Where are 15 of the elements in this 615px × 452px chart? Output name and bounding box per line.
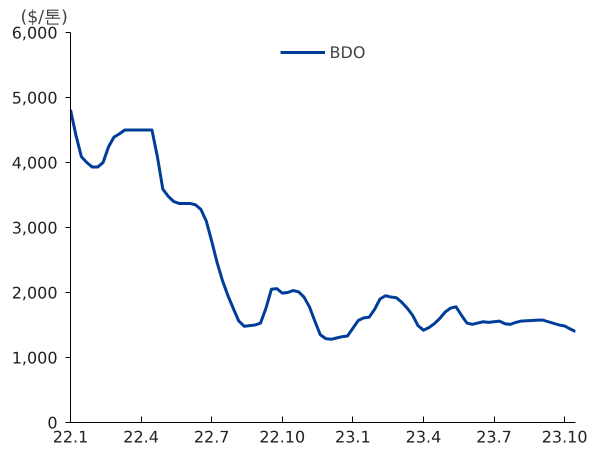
- y-tick-label: 4,000: [12, 154, 58, 172]
- y-tick-label: 2,000: [12, 284, 58, 302]
- x-tick-label: 22.10: [259, 428, 306, 446]
- legend-label: BDO: [330, 42, 366, 62]
- x-tick-label: 23.1: [335, 428, 371, 446]
- y-tick-label: 1,000: [12, 348, 58, 368]
- x-tick-label: 22.4: [123, 428, 159, 446]
- x-tick-label: 23.7: [476, 428, 512, 446]
- x-tick-label: 22.1: [52, 428, 88, 446]
- x-tick-label: 23.10: [542, 428, 588, 446]
- x-tick-label: 23.4: [406, 428, 442, 446]
- y-tick-label: 3,000: [12, 218, 58, 238]
- x-tick-label: 22.7: [194, 428, 230, 446]
- y-tick-label: 5,000: [12, 88, 58, 108]
- line-series: [70, 108, 576, 341]
